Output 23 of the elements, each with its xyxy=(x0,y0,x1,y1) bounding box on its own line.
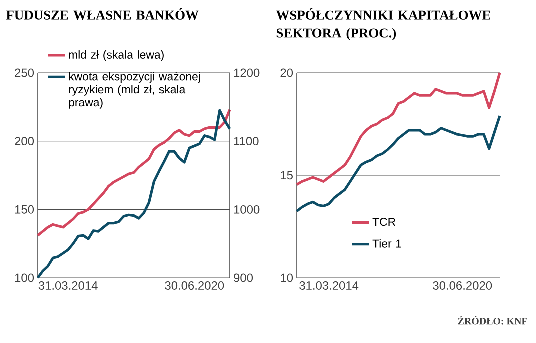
y2-tick-label: 1200 xyxy=(234,68,260,78)
y-tick-label: 20 xyxy=(280,68,294,78)
chart-title: FUDUSZE WŁASNE BANKÓW xyxy=(6,8,199,20)
y-tick-label: 10 xyxy=(281,274,294,282)
x-tick-label: 30.06.2020 xyxy=(165,282,224,290)
y-tick-label: 200 xyxy=(15,137,34,146)
legend-label: TCR xyxy=(372,218,396,226)
y-tick-label: 250 xyxy=(15,68,34,78)
legend-label: kwota ekspozycji ważonej ryzykiem (mld zł, skala prawa) xyxy=(69,72,200,109)
x-tick-label: 31.03.2014 xyxy=(300,282,359,290)
legend-label: mld zł (skala lewa) xyxy=(69,50,164,62)
line-series xyxy=(36,109,232,280)
x-tick-label: 31.03.2014 xyxy=(38,282,98,290)
y-tick-label: 15 xyxy=(281,171,293,180)
chart-title: WSPÓŁCZYNNIKI KAPITAŁOWE SEKTORA (PROC.) xyxy=(276,8,490,41)
y2-tick-label: 1000 xyxy=(234,205,260,214)
legend-label: Tier 1 xyxy=(372,239,402,248)
y2-tick-label: 1100 xyxy=(234,137,259,146)
text: ŹRÓDŁO: KNF xyxy=(458,316,528,325)
y-tick-label: 150 xyxy=(15,205,34,214)
y-tick-label: 100 xyxy=(15,274,34,282)
y2-tick-label: 900 xyxy=(234,274,254,282)
x-tick-label: 30.06.2020 xyxy=(433,282,492,290)
